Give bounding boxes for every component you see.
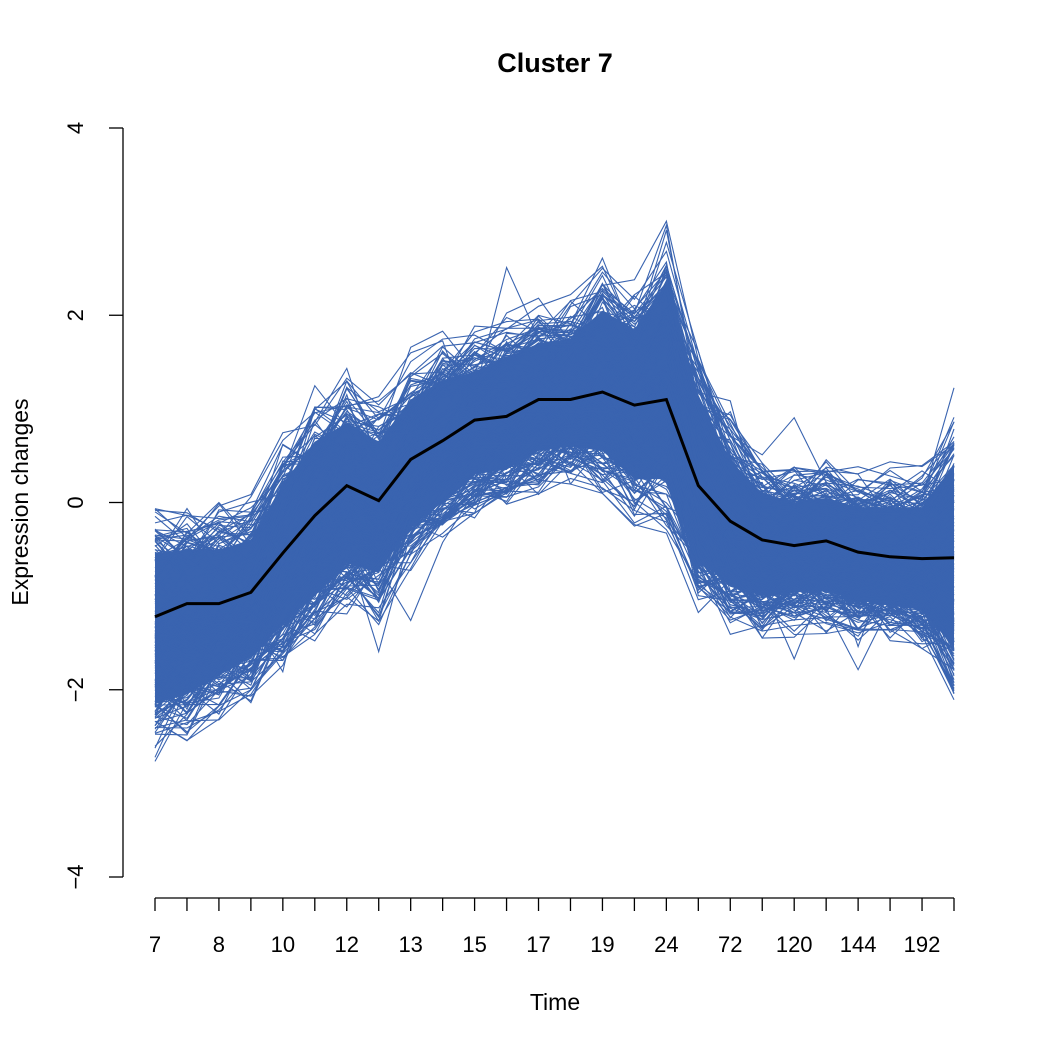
centroid-layer: [154, 390, 955, 619]
profile-line: [154, 469, 955, 734]
profile-line: [154, 450, 955, 762]
x-tick-label: 24: [654, 932, 678, 957]
x-tick-label: 72: [718, 932, 742, 957]
profile-line: [154, 401, 955, 758]
y-tick-label: 0: [63, 496, 88, 508]
profile-line: [154, 415, 955, 714]
x-axis-label: Time: [530, 989, 580, 1015]
y-axis-label: Expression changes: [7, 398, 33, 605]
centroid-line: [154, 390, 955, 619]
profile-line: [154, 447, 955, 719]
profile-line: [154, 351, 955, 627]
x-tick-label: 192: [904, 932, 941, 957]
x-axis: 7 8 10 12 13 15 17 19 24 72 120 144 192: [149, 897, 955, 957]
profile-line: [154, 436, 955, 687]
x-tick-label: 120: [776, 932, 813, 957]
series-band-layer: [154, 219, 955, 762]
profile-line: [154, 446, 955, 706]
profile-line: [154, 308, 955, 571]
profile-line: [154, 314, 955, 579]
profile-line: [154, 304, 955, 578]
profile-line: [154, 331, 955, 629]
profile-line: [154, 295, 955, 602]
profile-line: [154, 424, 955, 689]
x-tick-label: 144: [840, 932, 877, 957]
profile-line: [154, 356, 955, 605]
profile-line: [154, 315, 955, 588]
y-tick-label: 4: [63, 122, 88, 134]
profile-line: [154, 347, 955, 619]
profile-line: [154, 442, 955, 704]
profile-line: [154, 436, 955, 695]
profile-line: [154, 449, 955, 696]
profile-line: [154, 295, 955, 601]
y-tick-label: −2: [63, 677, 88, 702]
profile-line: [154, 219, 955, 559]
profile-line: [154, 321, 955, 626]
y-tick-label: 2: [63, 309, 88, 321]
x-tick-label: 8: [213, 932, 225, 957]
profile-line: [154, 314, 955, 612]
x-tick-label: 19: [590, 932, 614, 957]
profile-line: [154, 418, 955, 712]
profile-line: [154, 392, 955, 693]
profile-line: [154, 369, 955, 641]
profile-line: [154, 305, 955, 577]
profile-line: [154, 283, 955, 577]
profile-line: [154, 311, 955, 578]
x-tick-label: 10: [271, 932, 295, 957]
profile-line: [154, 308, 955, 605]
y-axis: −4 −2 0 2 4: [63, 122, 124, 890]
profile-line: [154, 295, 955, 619]
x-tick-label: 13: [398, 932, 422, 957]
profile-line: [154, 284, 955, 546]
x-tick-label: 7: [149, 932, 161, 957]
profile-line: [154, 263, 955, 565]
profile-line: [154, 438, 955, 722]
profile-line: [154, 442, 955, 749]
y-tick-label: −4: [63, 864, 88, 889]
profile-line: [154, 438, 955, 716]
profile-line: [154, 315, 955, 580]
x-tick-label: 12: [335, 932, 359, 957]
x-tick-label: 15: [462, 932, 486, 957]
chart-title: Cluster 7: [497, 48, 613, 78]
profile-line: [154, 373, 955, 662]
x-tick-label: 17: [526, 932, 550, 957]
profile-line: [154, 322, 955, 578]
